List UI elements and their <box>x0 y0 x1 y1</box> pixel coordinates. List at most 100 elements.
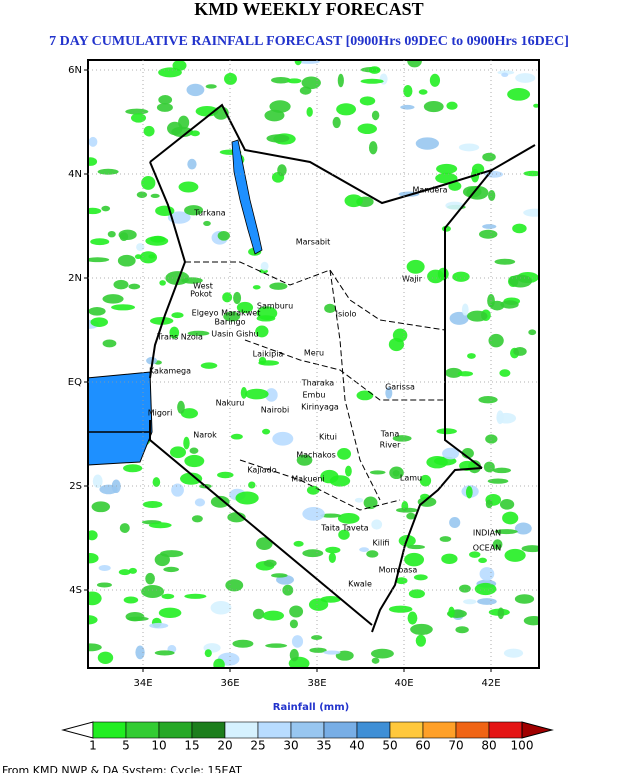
rain-patch <box>448 606 455 618</box>
rain-patch <box>189 447 199 454</box>
rain-patch <box>336 103 357 116</box>
rain-patch <box>504 548 526 562</box>
rain-patch <box>240 387 248 399</box>
rain-patch <box>523 208 539 217</box>
place-label: Machakos <box>296 451 336 460</box>
rain-patch <box>230 433 243 440</box>
rain-patch <box>111 304 136 311</box>
rain-patch <box>418 89 428 95</box>
rain-patch <box>187 330 210 336</box>
rain-patch <box>392 435 412 442</box>
place-label: Isiolo <box>336 310 357 319</box>
rain-patch <box>338 529 350 540</box>
place-label: Turkana <box>193 209 225 218</box>
colorbar-box <box>158 721 193 739</box>
water <box>88 139 263 466</box>
rain-patch <box>461 303 469 316</box>
rain-patch <box>161 593 175 600</box>
place-label: Migori <box>148 409 173 418</box>
rain-patch <box>385 387 393 399</box>
rain-patch <box>479 567 495 581</box>
place-label: Makueni <box>291 475 324 484</box>
place-label: Kirinyaga <box>301 403 339 412</box>
rain-patch <box>235 491 259 505</box>
rain-patch <box>224 72 237 85</box>
rain-patch <box>441 553 458 564</box>
place-label: Uasin Gishu <box>211 330 259 339</box>
rain-patch <box>371 657 380 664</box>
colorbar-box <box>191 721 226 739</box>
rain-patch <box>97 651 114 664</box>
rain-patch <box>255 325 269 338</box>
rain-patch <box>149 316 174 325</box>
rain-patch <box>271 573 288 578</box>
rain-patch <box>123 596 139 604</box>
rain-patch <box>482 152 496 162</box>
rain-patch <box>123 464 143 473</box>
lon-tick-label: 38E <box>307 678 326 689</box>
rain-patch <box>118 569 131 576</box>
rain-patch <box>169 446 187 459</box>
footer: From KMD NWP & DA System: Cycle: 15EAT <box>2 764 242 773</box>
rain-patch <box>515 73 536 83</box>
lat-tick-label: 2N <box>68 273 82 284</box>
rain-patch <box>368 141 378 155</box>
rain-patch <box>88 615 98 625</box>
rain-patch <box>427 269 445 284</box>
colorbar-box <box>92 721 127 739</box>
colorbar-box <box>323 721 358 739</box>
colorbar-tick-label: 70 <box>448 739 463 753</box>
rain-patch <box>514 522 532 535</box>
rain-patch <box>258 360 280 366</box>
colorbar-box <box>257 721 292 739</box>
rain-patch <box>503 648 524 658</box>
title: KMD WEEKLY FORECAST <box>194 0 423 19</box>
rain-patch <box>184 454 205 468</box>
rain-patch <box>236 301 254 314</box>
rain-patch <box>512 223 527 234</box>
colorbar-box <box>125 721 160 739</box>
rain-patch <box>252 608 265 620</box>
rain-patch <box>445 367 463 378</box>
rain-patch <box>252 285 261 290</box>
lat-tick-label: 2S <box>69 481 82 492</box>
rain-patch <box>88 157 98 166</box>
place-label: Mombasa <box>379 566 418 575</box>
rain-patch <box>479 229 498 239</box>
rain-patch <box>181 277 203 284</box>
rain-patch <box>98 564 111 572</box>
rain-patch <box>232 639 254 648</box>
rain-patch <box>171 312 184 319</box>
place-label: River <box>380 441 401 450</box>
rain-patch <box>159 280 166 286</box>
place-label: Marsabit <box>296 238 331 247</box>
rain-patch <box>154 553 170 567</box>
rain-patch <box>452 271 470 282</box>
lon-tick-label: 42E <box>481 678 500 689</box>
colorbar-box <box>224 721 259 739</box>
rain-patch <box>294 60 302 66</box>
rain-patch <box>392 328 408 343</box>
place-label: Trans Nzoia <box>156 333 203 342</box>
place-label: Nairobi <box>261 406 289 415</box>
lat-tick-label: EQ <box>68 377 82 388</box>
rain-patch <box>359 547 370 553</box>
rain-patch <box>271 76 291 84</box>
rain-patch <box>184 205 204 216</box>
rain-patch <box>90 238 110 246</box>
border <box>149 103 536 205</box>
rain-patch <box>395 577 408 585</box>
rain-patch <box>184 593 207 599</box>
place-label: Narok <box>193 431 217 440</box>
colorbar-end <box>61 721 94 739</box>
rain-patch <box>502 511 519 525</box>
rain-patch <box>101 205 111 212</box>
rain-patch <box>477 598 497 605</box>
county-boundary <box>329 269 381 501</box>
rain-patch <box>429 73 441 87</box>
rain-patch <box>308 598 329 611</box>
rain-patch <box>415 137 440 150</box>
rain-patch <box>332 116 341 129</box>
place-label: OCEAN <box>473 544 501 553</box>
place-label: Kwale <box>348 580 372 589</box>
